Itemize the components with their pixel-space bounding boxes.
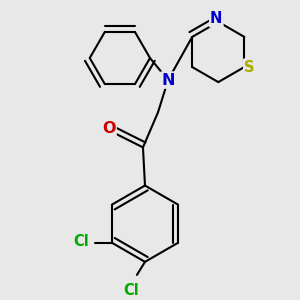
Text: O: O [102,121,116,136]
Text: N: N [161,73,175,88]
Text: Cl: Cl [123,284,139,298]
Text: N: N [210,11,223,26]
Text: Cl: Cl [73,234,89,249]
Text: S: S [244,59,255,74]
